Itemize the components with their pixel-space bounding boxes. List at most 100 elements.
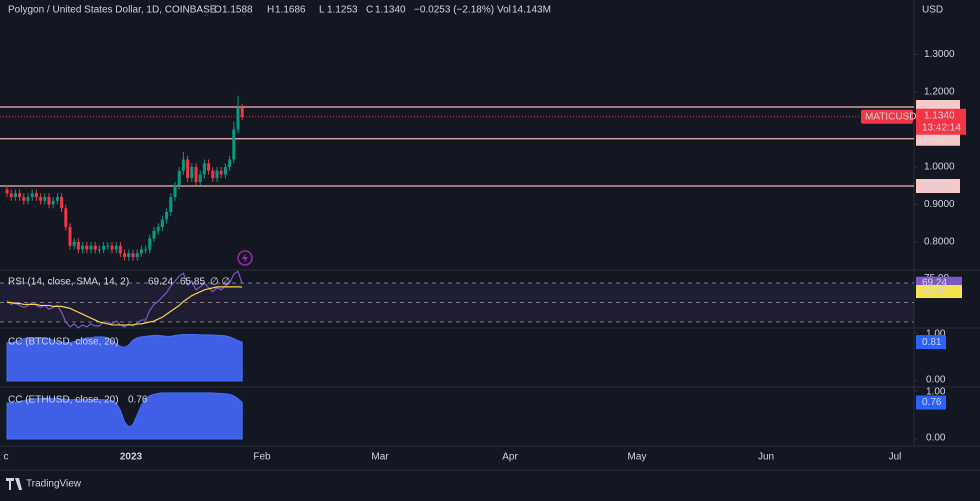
brand-logo[interactable] xyxy=(6,478,22,490)
event-icon[interactable] xyxy=(237,250,253,266)
candle-body xyxy=(106,245,110,247)
candle-body xyxy=(186,159,190,179)
candle-body xyxy=(156,227,160,231)
header-open-label: O xyxy=(214,5,222,16)
last-price-label: 1.1340 xyxy=(924,110,955,121)
candle-body xyxy=(64,208,68,227)
header-open: 1.1588 xyxy=(222,5,253,16)
cc-area xyxy=(6,392,243,440)
x-tick-label: Apr xyxy=(502,452,518,463)
candle-body xyxy=(169,197,173,212)
candle-body xyxy=(43,197,47,201)
rsi-line xyxy=(6,270,243,329)
candle-body xyxy=(148,238,152,250)
candle-body xyxy=(198,174,202,182)
candle-body xyxy=(131,253,135,257)
currency-label: USD xyxy=(922,5,943,16)
header-vol: 14.143M xyxy=(512,5,551,16)
candle-body xyxy=(39,197,43,201)
candle-body xyxy=(26,197,30,201)
x-tick-label: Jun xyxy=(758,452,774,463)
candle-body xyxy=(22,197,26,201)
rsi-tag-label: 65.85 xyxy=(922,286,947,297)
candle-body xyxy=(232,129,236,160)
candle-body xyxy=(160,219,164,227)
x-tick-label: May xyxy=(628,452,647,463)
candle-body xyxy=(228,159,232,167)
candle-body xyxy=(81,245,85,250)
candle-body xyxy=(144,249,148,251)
candle-body xyxy=(102,245,106,250)
candle-body xyxy=(219,170,223,175)
rsi-legend: RSI (14, close, SMA, 14, 2) xyxy=(8,277,129,288)
candle-body xyxy=(118,245,122,254)
y-tick-label: 0.8000 xyxy=(924,237,955,248)
candle-body xyxy=(89,245,93,250)
candle-body xyxy=(60,197,64,209)
cc-y-tick-label: 0.00 xyxy=(926,433,946,444)
candle-body xyxy=(34,193,38,197)
rsi-tag xyxy=(916,285,962,299)
cc-tag xyxy=(916,395,946,410)
candle-body xyxy=(194,167,198,182)
header-high-label: H xyxy=(267,5,274,16)
header-change: −0.0253 (−2.18%) xyxy=(414,5,494,16)
header-vol-label: Vol xyxy=(497,5,511,16)
symbol-tag xyxy=(861,109,913,124)
cc-legend: CC (ETHUSD, close, 20) xyxy=(8,395,119,406)
cc-tag-label: 0.76 xyxy=(922,397,942,408)
rsi-value: 69.24 xyxy=(148,277,173,288)
candle-body xyxy=(223,167,227,175)
y-tick-label: 1.3000 xyxy=(924,49,955,60)
candle-body xyxy=(5,189,9,194)
x-tick-label: Mar xyxy=(371,452,389,463)
symbol-tag-label: MATICUSD xyxy=(865,111,916,122)
candle-body xyxy=(72,242,76,246)
brand-name[interactable]: TradingView xyxy=(26,479,82,490)
candle-body xyxy=(85,245,89,250)
level-tag-label: 1.0754 xyxy=(922,133,953,144)
candle-body xyxy=(165,212,169,220)
level-tag xyxy=(916,179,960,194)
x-tick-label: Feb xyxy=(253,452,271,463)
cc-y-tick-label: 1.00 xyxy=(926,329,946,340)
header-title: Polygon / United States Dollar, 1D, COIN… xyxy=(8,5,217,16)
candle-body xyxy=(13,193,17,197)
header-low: 1.1253 xyxy=(327,5,358,16)
candle-body xyxy=(47,197,51,205)
candle-body xyxy=(211,170,215,179)
last-price-tag xyxy=(916,108,966,135)
candle-body xyxy=(76,242,80,250)
cc-y-tick-label: 1.00 xyxy=(926,387,946,398)
level-tag xyxy=(916,131,960,146)
x-tick-label: 2023 xyxy=(120,452,143,463)
candle-body xyxy=(139,249,143,254)
level-tag-label: 1.1600 xyxy=(922,102,953,113)
candle-body xyxy=(173,185,177,197)
candle-body xyxy=(127,253,131,257)
rsi-tag-label: 69.24 xyxy=(922,277,947,288)
candle-body xyxy=(51,200,55,205)
sma-value: 65.85 xyxy=(180,277,205,288)
header-close-label: C xyxy=(366,5,373,16)
candle-body xyxy=(97,249,101,251)
x-tick-label: Jul xyxy=(889,452,902,463)
pane-separators xyxy=(0,0,980,471)
header-high: 1.1686 xyxy=(275,5,306,16)
header-low-label: L xyxy=(319,5,325,16)
candle-body xyxy=(114,245,118,250)
candle-body xyxy=(123,253,127,257)
candle-body xyxy=(190,167,194,179)
level-tag-label: 0.9493 xyxy=(922,181,953,192)
cc-last-value: 0.76 xyxy=(128,395,148,406)
candle-body xyxy=(236,107,240,130)
cc-y-tick-label: 0.00 xyxy=(926,375,946,386)
rsi-extra: ∅ ∅ xyxy=(210,277,230,288)
candle-body xyxy=(93,245,97,250)
y-tick-label: 1.0000 xyxy=(924,162,955,173)
header-close: 1.1340 xyxy=(375,5,406,16)
candle-body xyxy=(202,163,206,175)
cc-area xyxy=(6,333,243,382)
rsi-sma-line xyxy=(7,286,243,326)
